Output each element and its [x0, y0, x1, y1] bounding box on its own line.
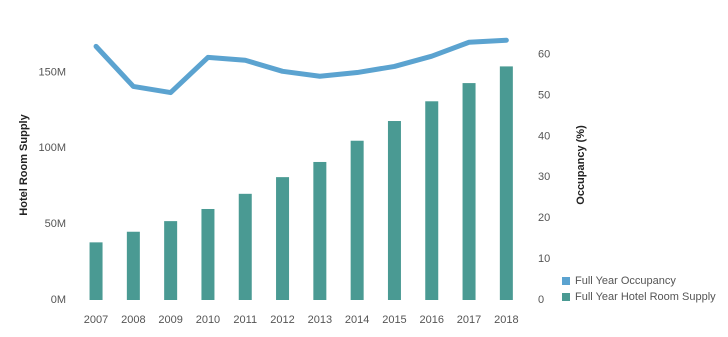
- bar: [201, 208, 215, 300]
- legend-swatch: [562, 277, 570, 285]
- x-tick-label: 2015: [382, 314, 406, 326]
- x-tick-label: 2014: [345, 314, 369, 326]
- y2-tick-label: 30: [538, 171, 550, 183]
- legend-label: Full Year Occupancy: [575, 275, 676, 287]
- bar: [164, 221, 178, 300]
- y2-tick-label: 40: [538, 130, 550, 142]
- bar: [350, 140, 364, 300]
- y-axis-title: Hotel Room Supply: [18, 113, 30, 215]
- x-tick-label: 2008: [121, 314, 145, 326]
- y-tick-label: 100M: [38, 142, 66, 154]
- bar: [499, 66, 513, 300]
- bar: [462, 83, 476, 300]
- y2-axis-title: Occupancy (%): [575, 125, 587, 205]
- y-tick-label: 150M: [38, 66, 66, 78]
- x-tick-label: 2018: [494, 314, 518, 326]
- x-tick-label: 2009: [158, 314, 182, 326]
- bar: [276, 177, 290, 300]
- legend-swatch: [562, 293, 570, 301]
- y2-tick-label: 20: [538, 212, 550, 224]
- y2-tick-label: 10: [538, 253, 550, 265]
- x-tick-label: 2017: [457, 314, 481, 326]
- line: [93, 37, 509, 96]
- x-tick-label: 2012: [270, 314, 294, 326]
- bar: [126, 231, 140, 300]
- x-tick-label: 2013: [308, 314, 332, 326]
- x-tick-label: 2016: [420, 314, 444, 326]
- x-tick-label: 2010: [196, 314, 220, 326]
- y-tick-label: 0M: [51, 294, 66, 306]
- y2-tick-label: 50: [538, 89, 550, 101]
- bar: [238, 193, 252, 300]
- bar: [387, 121, 401, 301]
- legend-label: Full Year Hotel Room Supply: [575, 291, 716, 303]
- bar: [425, 101, 439, 300]
- y2-tick-label: 0: [538, 294, 544, 306]
- x-tick-label: 2007: [84, 314, 108, 326]
- y-tick-label: 50M: [45, 218, 66, 230]
- y2-tick-label: 60: [538, 48, 550, 60]
- bar: [89, 242, 103, 300]
- bar: [313, 161, 327, 300]
- x-tick-label: 2011: [233, 314, 257, 326]
